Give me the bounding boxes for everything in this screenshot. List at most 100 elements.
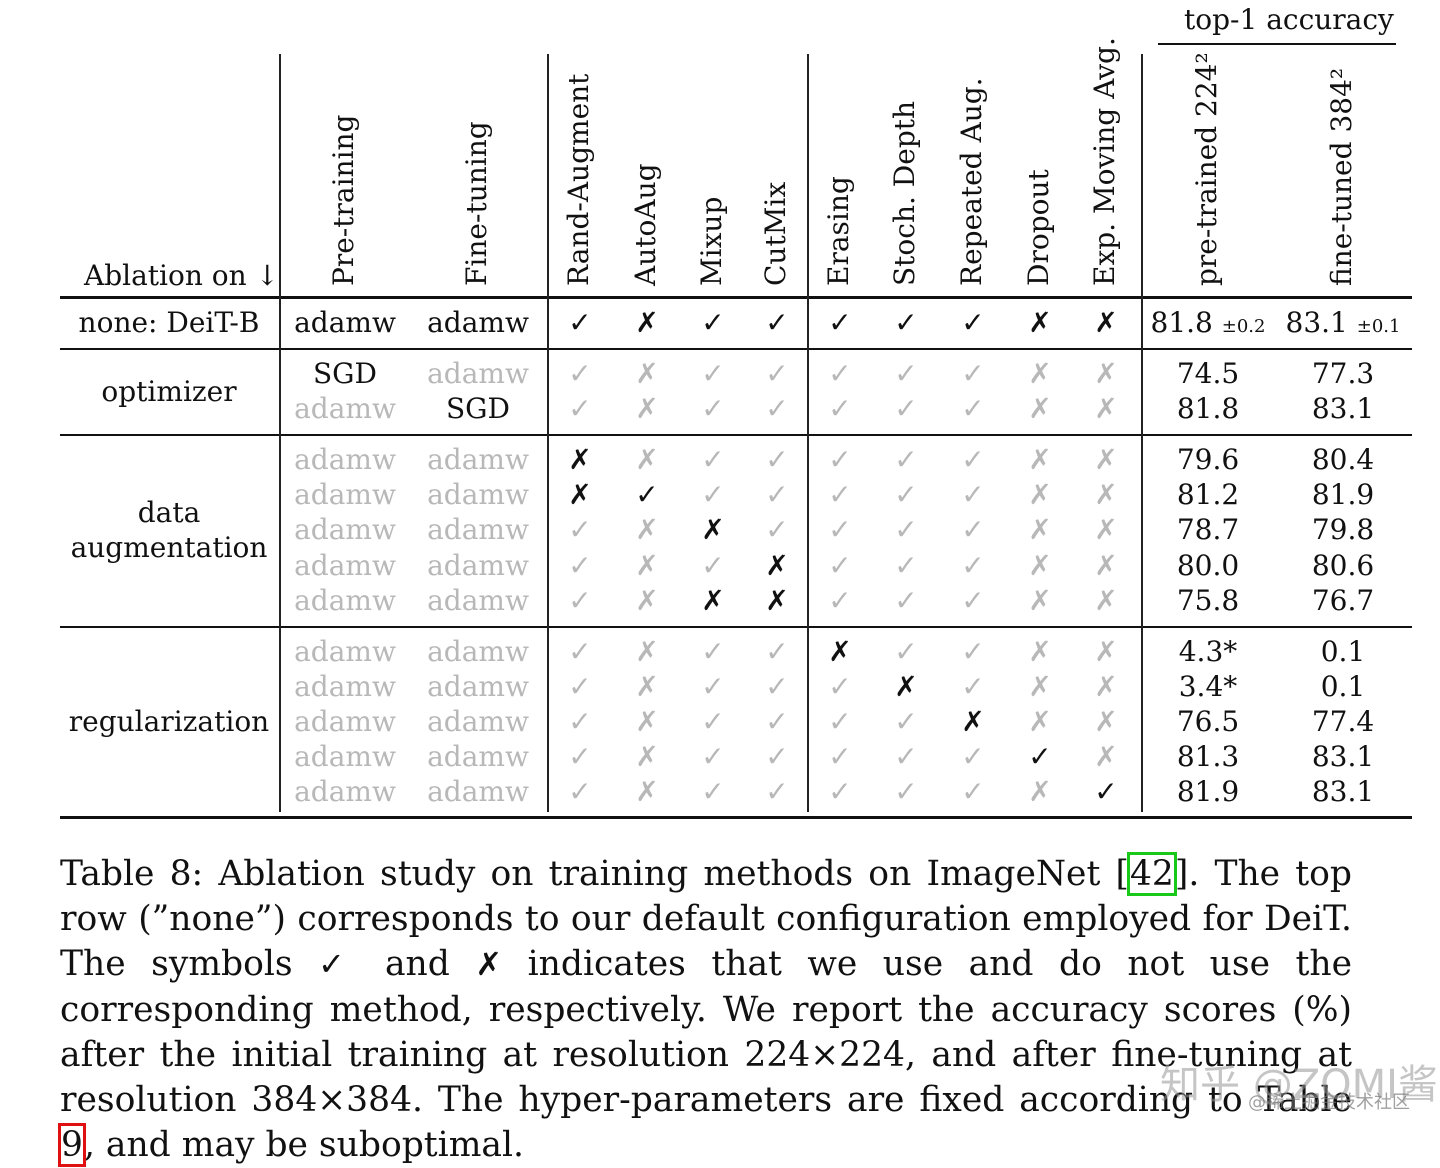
row-flag-mixup: ✗ <box>701 513 725 546</box>
row-finetune: adamw <box>427 775 529 808</box>
row-flag-mixup: ✓ <box>701 635 725 668</box>
row-flag-autoaug: ✗ <box>635 775 659 808</box>
vline-after-ema <box>1141 54 1143 812</box>
row-flag-autoaug: ✗ <box>635 705 659 738</box>
row-finetune: adamw <box>427 478 529 511</box>
column-header-finetuning: Fine-tuning <box>460 121 493 286</box>
row-flag-mixup: ✓ <box>701 740 725 773</box>
row-flag-cutmix: ✓ <box>765 443 789 476</box>
row-acc-finetuned: 83.1 <box>1311 740 1375 773</box>
row-flag-erasing: ✓ <box>828 357 852 390</box>
row-flag-erasing: ✓ <box>828 392 852 425</box>
row-flag-stoch-depth: ✓ <box>894 705 918 738</box>
row-acc-finetuned: 83.1 <box>1311 392 1375 425</box>
column-header-dropout: Dropout <box>1022 169 1055 286</box>
row-acc-finetuned: 77.3 <box>1311 357 1375 390</box>
acc-value: 83.1 <box>1285 306 1348 339</box>
row-flag-erasing: ✓ <box>828 705 852 738</box>
row-pretrain: adamw <box>294 740 396 773</box>
row-flag-stoch-depth: ✓ <box>894 584 918 617</box>
row-flag-autoaug: ✗ <box>635 392 659 425</box>
row-acc-pretrained: 4.3* <box>1178 635 1238 668</box>
row-flag-autoaug: ✗ <box>635 670 659 703</box>
row-flag-cutmix: ✓ <box>765 670 789 703</box>
column-header-randaugment: Rand-Augment <box>562 73 595 286</box>
vline-after-ablation <box>279 54 281 812</box>
baseline-flag-ema: ✗ <box>1094 306 1118 339</box>
acc-stddev: ±0.2 <box>1221 316 1266 337</box>
citation-link-42[interactable]: 42 <box>1126 852 1177 896</box>
row-flag-repeated-aug: ✓ <box>961 670 985 703</box>
row-flag-cutmix: ✓ <box>765 478 789 511</box>
row-flag-repeated-aug: ✓ <box>961 775 985 808</box>
row-acc-pretrained: 80.0 <box>1176 549 1240 582</box>
row-flag-autoaug: ✗ <box>635 740 659 773</box>
row-flag-mixup: ✓ <box>701 670 725 703</box>
row-flag-randaugment: ✓ <box>568 670 592 703</box>
row-pretrain: adamw <box>294 443 396 476</box>
row-flag-autoaug: ✓ <box>635 478 659 511</box>
row-acc-finetuned: 80.4 <box>1311 443 1375 476</box>
row-acc-pretrained: 76.5 <box>1176 705 1240 738</box>
row-flag-randaugment: ✓ <box>568 357 592 390</box>
row-finetune: adamw <box>427 513 529 546</box>
baseline-flag-erasing: ✓ <box>828 306 852 339</box>
table-caption: Table 8: Ablation study on training meth… <box>58 852 1352 1168</box>
row-flag-mixup: ✓ <box>701 705 725 738</box>
acc-stddev: ±0.1 <box>1356 316 1401 337</box>
acc-value: 81.8 <box>1150 306 1213 339</box>
row-acc-finetuned: 80.6 <box>1311 549 1375 582</box>
row-flag-cutmix: ✓ <box>765 513 789 546</box>
row-flag-autoaug: ✗ <box>635 443 659 476</box>
row-flag-repeated-aug: ✓ <box>961 549 985 582</box>
column-header-stoch-depth: Stoch. Depth <box>888 100 921 286</box>
row-pretrain: adamw <box>294 635 396 668</box>
row-flag-dropout: ✗ <box>1028 478 1052 511</box>
row-pretrain: adamw <box>294 670 396 703</box>
row-pretrain: adamw <box>294 513 396 546</box>
column-header-ema: Exp. Moving Avg. <box>1088 37 1121 286</box>
row-pretrain: adamw <box>294 584 396 617</box>
row-pretrain: adamw <box>294 392 396 425</box>
table-link-9[interactable]: 9 <box>58 1123 86 1168</box>
row-flag-ema: ✗ <box>1094 443 1118 476</box>
row-flag-cutmix: ✓ <box>765 740 789 773</box>
row-flag-repeated-aug: ✓ <box>961 635 985 668</box>
row-flag-autoaug: ✗ <box>635 584 659 617</box>
row-flag-erasing: ✓ <box>828 513 852 546</box>
group-label-1-0: data <box>137 496 201 529</box>
row-flag-repeated-aug: ✗ <box>961 705 985 738</box>
column-header-autoaug: AutoAug <box>629 163 662 286</box>
column-header-erasing: Erasing <box>822 176 855 286</box>
row-finetune: adamw <box>427 740 529 773</box>
row-flag-randaugment: ✓ <box>568 635 592 668</box>
row-flag-cutmix: ✗ <box>765 584 789 617</box>
column-header-acc-finetuned: fine-tuned 384² <box>1325 67 1358 286</box>
row-flag-erasing: ✓ <box>828 670 852 703</box>
group-label-1-1: augmentation <box>70 531 268 564</box>
row-flag-mixup: ✗ <box>701 584 725 617</box>
row-flag-repeated-aug: ✓ <box>961 357 985 390</box>
row-flag-ema: ✗ <box>1094 549 1118 582</box>
column-header-pretraining: Pre-training <box>327 114 360 287</box>
rule-after-baseline <box>60 348 1412 350</box>
row-pretrain: adamw <box>294 775 396 808</box>
row-flag-stoch-depth: ✓ <box>894 740 918 773</box>
baseline-flag-randaugment: ✓ <box>568 306 592 339</box>
table-figure: top-1 accuracy Ablation on ↓ Pre-trainin… <box>58 3 1438 1168</box>
header-group-label: top-1 accuracy <box>1184 3 1394 36</box>
row-flag-dropout: ✗ <box>1028 443 1052 476</box>
header-group-rule <box>1158 43 1396 45</box>
column-header-repeated-aug: Repeated Aug. <box>955 77 988 286</box>
row-flag-ema: ✗ <box>1094 478 1118 511</box>
column-header-cutmix: CutMix <box>759 181 792 286</box>
row-flag-randaugment: ✓ <box>568 584 592 617</box>
caption-part5: , and may be suboptimal. <box>83 1125 524 1166</box>
baseline-finetune: adamw <box>427 306 529 339</box>
row-flag-ema: ✗ <box>1094 635 1118 668</box>
row-flag-stoch-depth: ✓ <box>894 549 918 582</box>
watermark-sub: @稀土掘金技术社区 <box>1248 1092 1410 1113</box>
row-acc-pretrained: 75.8 <box>1176 584 1240 617</box>
row-flag-autoaug: ✗ <box>635 513 659 546</box>
row-flag-stoch-depth: ✓ <box>894 775 918 808</box>
